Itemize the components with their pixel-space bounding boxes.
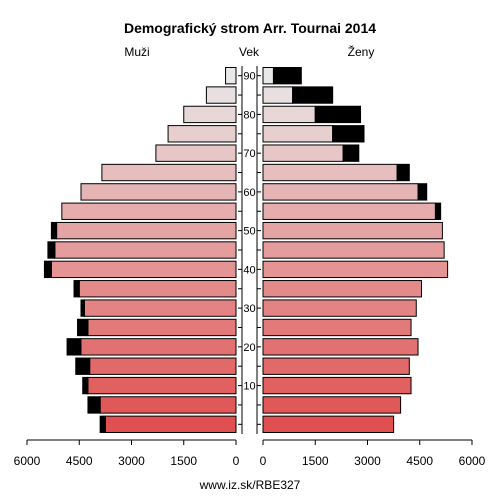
female-excess-60-64: [417, 183, 428, 201]
male-excess-20-24: [66, 338, 82, 356]
female-bar-50-54: [262, 221, 443, 240]
female-excess-85-89: [292, 86, 334, 104]
male-excess-5-9: [87, 396, 101, 414]
male-bar-25-29: [87, 318, 237, 337]
age-tick-label: 10: [243, 381, 255, 393]
female-bar-75-79: [262, 125, 334, 143]
female-bars: [262, 67, 449, 434]
x-tick-label: 4500: [406, 454, 433, 468]
x-tick-label: 0: [233, 454, 240, 468]
age-label: Vek: [239, 45, 260, 59]
age-tick-label: 30: [243, 303, 255, 315]
female-label: Ženy: [348, 44, 375, 59]
male-excess-30-34: [80, 299, 85, 317]
female-bar-10-14: [262, 376, 412, 395]
male-excess-15-19: [75, 357, 91, 375]
female-bar-60-64: [262, 183, 419, 201]
male-bar-70-74: [155, 144, 237, 162]
male-excess-40-44: [43, 260, 52, 279]
male-bar-5-9: [99, 396, 237, 414]
male-bar-85-89: [205, 86, 237, 104]
x-tick-label: 3000: [118, 454, 145, 468]
male-excess-0-4: [99, 415, 106, 434]
male-bar-40-44: [50, 260, 237, 279]
female-excess-55-59: [434, 202, 442, 220]
age-tick-label: 50: [243, 226, 255, 238]
male-bar-90+: [225, 67, 237, 85]
female-bar-20-24: [262, 338, 419, 356]
male-label: Muži: [124, 45, 149, 59]
x-tick-label: 0: [260, 454, 267, 468]
male-bar-65-69: [101, 163, 237, 182]
male-bar-30-34: [83, 299, 237, 317]
age-tick-label: 90: [243, 71, 255, 83]
age-tick-label: 20: [243, 342, 255, 354]
male-bar-35-39: [78, 280, 237, 298]
male-excess-35-39: [73, 280, 80, 298]
male-excess-25-29: [77, 318, 89, 337]
age-tick-label: 40: [243, 264, 255, 276]
male-bar-55-59: [61, 202, 237, 220]
female-excess-75-79: [332, 125, 365, 143]
chart-title: Demografický strom Arr. Tournai 2014: [124, 20, 376, 36]
female-bar-15-19: [262, 357, 410, 375]
male-bar-45-49: [54, 241, 237, 259]
female-bar-80-84: [262, 105, 316, 124]
male-bar-15-19: [89, 357, 237, 375]
female-excess-80-84: [314, 105, 362, 124]
x-tick-label: 3000: [354, 454, 381, 468]
male-bar-75-79: [167, 125, 237, 143]
male-excess-50-54: [50, 221, 58, 240]
male-bars: [43, 67, 237, 434]
age-tick-label: 70: [243, 148, 255, 160]
age-tick-label: 80: [243, 109, 255, 121]
x-tick-label: 1500: [170, 454, 197, 468]
female-bar-35-39: [262, 280, 422, 298]
male-excess-10-14: [82, 376, 89, 395]
female-excess-70-74: [342, 144, 360, 162]
male-bar-60-64: [80, 183, 237, 201]
male-bar-10-14: [87, 376, 237, 395]
female-bar-45-49: [262, 241, 445, 259]
female-bar-65-69: [262, 163, 398, 182]
female-bar-5-9: [262, 396, 402, 414]
female-excess-90+: [272, 67, 302, 85]
female-bar-30-34: [262, 299, 417, 317]
female-bar-55-59: [262, 202, 436, 220]
footer-url: www.iz.sk/RBE327: [199, 478, 301, 492]
female-bar-0-4: [262, 415, 395, 434]
x-tick-label: 1500: [302, 454, 329, 468]
age-axis: 90 80 70 60 50 40 30 20 10: [238, 66, 261, 434]
male-bar-50-54: [56, 221, 237, 240]
female-bar-70-74: [262, 144, 344, 162]
female-bar-85-89: [262, 86, 294, 104]
x-axis: 6000 4500 3000 1500 0 0 1500 3000 4500 6000: [14, 439, 486, 468]
x-tick-label: 4500: [66, 454, 93, 468]
female-bar-25-29: [262, 318, 412, 337]
male-bar-80-84: [183, 105, 237, 124]
female-excess-65-69: [396, 163, 410, 182]
female-bar-90+: [262, 67, 274, 85]
x-tick-label: 6000: [14, 454, 41, 468]
x-tick-label: 6000: [459, 454, 486, 468]
male-bar-0-4: [104, 415, 237, 434]
age-tick-label: 60: [243, 187, 255, 199]
male-excess-45-49: [47, 241, 56, 259]
female-bar-40-44: [262, 260, 449, 279]
male-bar-20-24: [80, 338, 237, 356]
